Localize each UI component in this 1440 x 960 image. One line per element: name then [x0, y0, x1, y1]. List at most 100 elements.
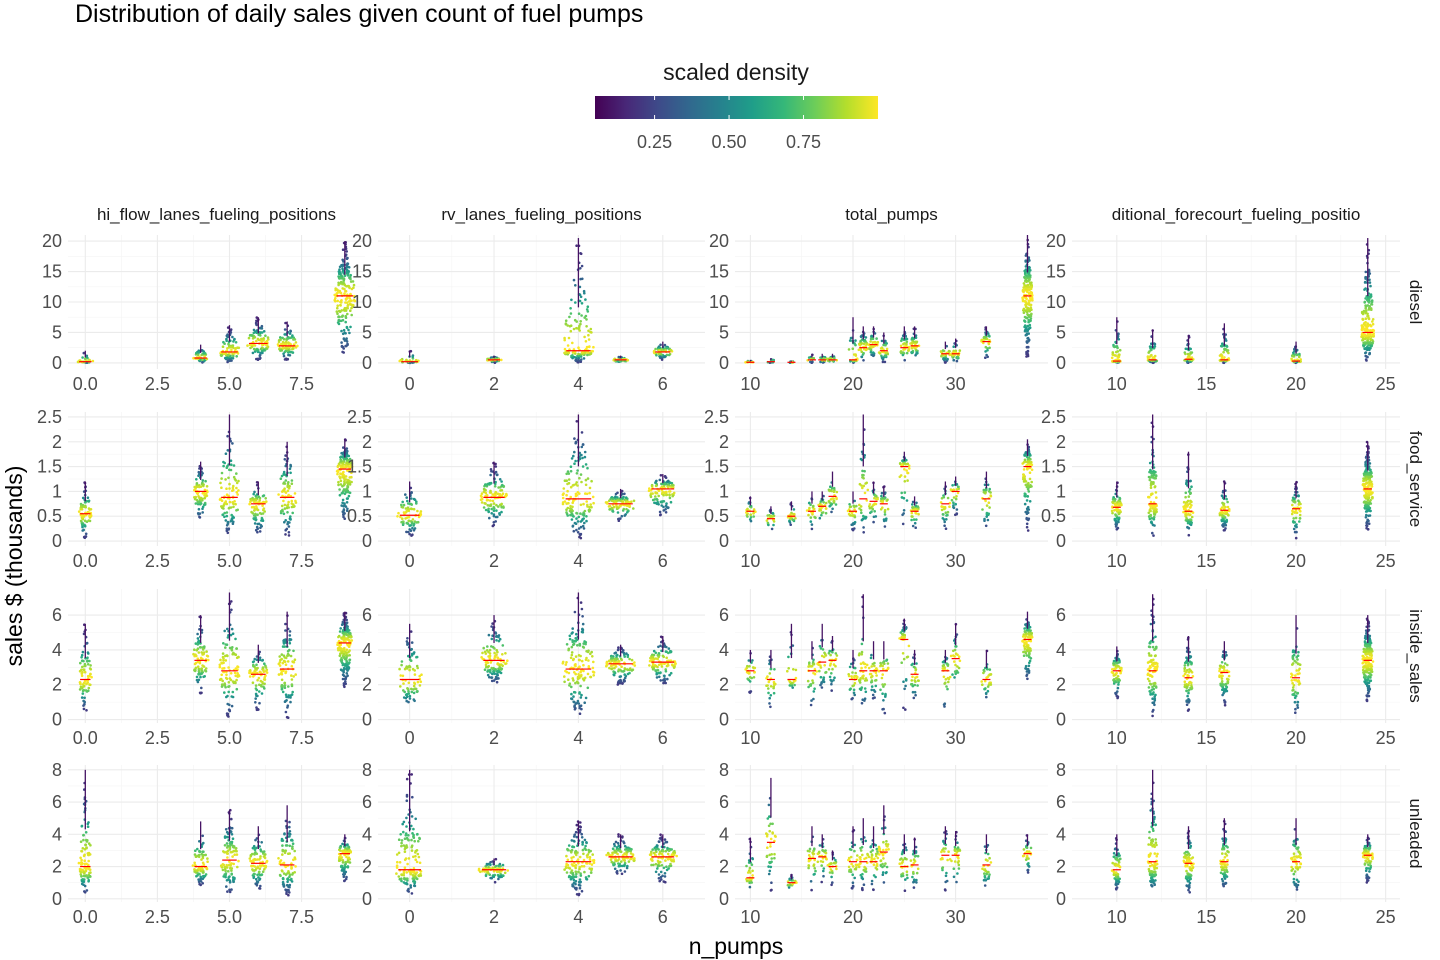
sales-point: [1154, 470, 1157, 474]
sales-point: [345, 306, 348, 310]
sales-point: [345, 250, 349, 253]
y-tick-label: 0: [362, 353, 372, 373]
violin-group: [563, 238, 595, 364]
sales-point: [1189, 523, 1193, 527]
sales-point: [1292, 517, 1295, 520]
violin-group: [1110, 317, 1122, 364]
sales-point: [752, 515, 755, 518]
sales-point: [207, 658, 210, 662]
sales-point: [494, 491, 498, 494]
sales-point: [573, 462, 576, 466]
sales-point: [561, 496, 565, 500]
sales-point: [201, 483, 205, 487]
sales-point: [667, 479, 670, 483]
sales-point: [1371, 341, 1374, 345]
sales-point: [1368, 281, 1372, 284]
sales-point: [341, 464, 344, 467]
sales-point: [345, 301, 349, 304]
sales-point: [870, 345, 874, 349]
sales-point: [865, 481, 868, 485]
sales-point: [1190, 515, 1194, 519]
sales-point: [669, 500, 673, 504]
violin-group: [192, 615, 210, 695]
y-tick-label: 0: [52, 531, 62, 551]
sales-point: [955, 495, 958, 498]
facet-strip-label-col: ditional_forecourt_fueling_positio: [1112, 205, 1361, 224]
sales-point: [283, 458, 287, 461]
sales-point: [76, 360, 80, 364]
sales-point: [489, 468, 493, 471]
sales-point: [905, 499, 909, 502]
sales-point: [225, 524, 229, 527]
violin-group: [1290, 341, 1302, 365]
sales-point: [227, 344, 231, 347]
x-tick-label: 20: [1286, 551, 1306, 571]
sales-point: [586, 505, 589, 508]
sales-point: [234, 347, 238, 350]
sales-point: [498, 478, 502, 481]
sales-point: [592, 501, 595, 505]
sales-point: [1117, 503, 1121, 507]
sales-point: [490, 507, 494, 511]
sales-point: [226, 520, 230, 524]
sales-point: [1297, 494, 1300, 497]
sales-point: [406, 499, 409, 503]
sales-point: [290, 479, 294, 482]
sales-point: [580, 314, 583, 317]
sales-point: [349, 309, 352, 313]
sales-point: [1151, 356, 1155, 360]
sales-point: [1155, 496, 1158, 499]
sales-point: [1187, 533, 1191, 537]
sales-point: [260, 324, 264, 328]
sales-point: [338, 265, 342, 269]
sales-point: [282, 481, 286, 484]
sales-point: [1226, 500, 1229, 504]
sales-point: [339, 479, 343, 483]
sales-point: [1370, 308, 1373, 312]
sales-point: [578, 329, 581, 332]
sales-point: [862, 477, 865, 480]
sales-point: [569, 504, 572, 508]
sales-point: [337, 275, 340, 278]
violin-group: [1218, 323, 1231, 365]
sales-point: [861, 473, 864, 477]
sales-point: [252, 347, 256, 351]
y-tick-label: 15: [352, 262, 372, 282]
sales-point: [290, 499, 294, 503]
sales-point: [348, 479, 351, 483]
sales-point: [230, 648, 234, 652]
sales-point: [404, 507, 408, 510]
sales-point: [578, 293, 582, 297]
sales-point: [1153, 354, 1157, 358]
sales-point: [589, 352, 593, 356]
sales-point: [1291, 510, 1295, 514]
x-tick-label: 5.0: [217, 551, 242, 571]
sales-point: [749, 513, 752, 516]
sales-point: [670, 483, 674, 487]
sales-point: [86, 660, 89, 663]
sales-point: [987, 334, 991, 338]
sales-point: [343, 287, 346, 291]
sales-point: [809, 520, 813, 523]
sales-point: [77, 510, 81, 513]
sales-point: [589, 327, 593, 331]
facet-strip-label-row: unleaded: [1406, 799, 1425, 869]
sales-point: [193, 648, 196, 651]
sales-point: [352, 294, 356, 298]
sales-point: [573, 521, 577, 525]
x-tick-label: 2.5: [145, 374, 170, 394]
sales-point: [665, 353, 669, 357]
sales-point: [264, 497, 268, 500]
sales-point: [489, 481, 493, 485]
sales-point: [234, 653, 238, 656]
sales-point: [343, 274, 347, 278]
sales-point: [224, 646, 227, 649]
sales-point: [818, 516, 822, 520]
sales-point: [899, 474, 903, 477]
sales-point: [259, 326, 262, 330]
sales-point: [203, 645, 206, 648]
sales-point: [1298, 509, 1301, 512]
sales-point: [586, 310, 590, 313]
sales-point: [1366, 322, 1369, 325]
sales-point: [1026, 308, 1029, 312]
